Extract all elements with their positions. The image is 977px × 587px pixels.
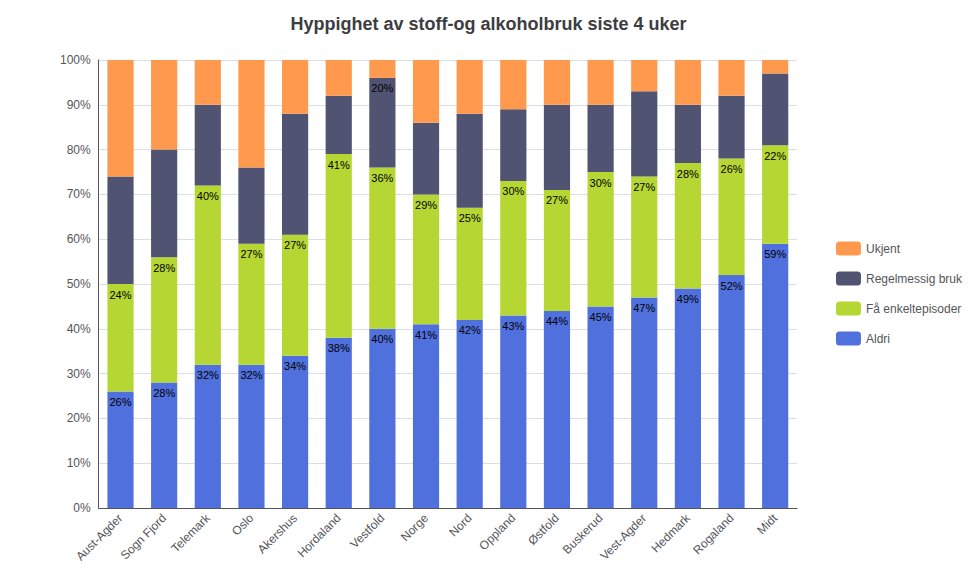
svg-text:49%: 49% [677, 293, 699, 305]
svg-text:Telemark: Telemark [168, 510, 213, 555]
svg-text:90%: 90% [67, 98, 91, 112]
svg-text:Oslo: Oslo [229, 511, 257, 539]
svg-text:25%: 25% [459, 212, 481, 224]
svg-text:44%: 44% [546, 315, 568, 327]
svg-text:27%: 27% [284, 239, 306, 251]
svg-text:26%: 26% [109, 396, 131, 408]
svg-text:Rogaland: Rogaland [690, 511, 736, 557]
svg-text:41%: 41% [328, 159, 350, 171]
svg-text:43%: 43% [502, 320, 524, 332]
svg-text:36%: 36% [371, 172, 393, 184]
svg-text:28%: 28% [677, 168, 699, 180]
svg-text:47%: 47% [633, 302, 655, 314]
svg-text:50%: 50% [67, 277, 91, 291]
svg-text:52%: 52% [721, 280, 743, 292]
svg-text:Vestfold: Vestfold [347, 511, 387, 551]
svg-text:27%: 27% [633, 181, 655, 193]
svg-text:29%: 29% [415, 199, 437, 211]
svg-text:40%: 40% [371, 333, 393, 345]
svg-text:30%: 30% [67, 367, 91, 381]
svg-text:Østfold: Østfold [525, 511, 562, 548]
svg-text:26%: 26% [721, 163, 743, 175]
svg-text:Regelmessig bruk: Regelmessig bruk [866, 272, 963, 286]
svg-text:22%: 22% [764, 150, 786, 162]
svg-text:Hordaland: Hordaland [295, 511, 344, 560]
svg-text:59%: 59% [764, 248, 786, 260]
svg-text:40%: 40% [67, 322, 91, 336]
svg-text:Oppland: Oppland [476, 511, 518, 553]
svg-text:Nord: Nord [446, 511, 474, 539]
svg-text:38%: 38% [328, 342, 350, 354]
svg-text:20%: 20% [371, 82, 393, 94]
svg-text:41%: 41% [415, 329, 437, 341]
svg-text:60%: 60% [67, 232, 91, 246]
svg-text:Hyppighet av stoff-og alkoholb: Hyppighet av stoff-og alkoholbruk siste … [290, 14, 686, 34]
svg-text:40%: 40% [197, 190, 219, 202]
svg-text:45%: 45% [590, 311, 612, 323]
svg-text:Hedmark: Hedmark [649, 510, 694, 555]
svg-text:Midt: Midt [754, 511, 780, 537]
svg-text:27%: 27% [240, 248, 262, 260]
svg-text:30%: 30% [590, 177, 612, 189]
svg-text:32%: 32% [240, 369, 262, 381]
svg-text:Ukjent: Ukjent [866, 242, 901, 256]
svg-text:24%: 24% [109, 289, 131, 301]
svg-text:Norge: Norge [398, 511, 431, 544]
svg-text:Vest-Agder: Vest-Agder [597, 511, 649, 563]
svg-text:Aldri: Aldri [866, 332, 890, 346]
svg-text:42%: 42% [459, 324, 481, 336]
svg-text:Aust-Agder: Aust-Agder [73, 511, 125, 563]
svg-text:Akershus: Akershus [255, 511, 300, 556]
svg-text:80%: 80% [67, 143, 91, 157]
svg-text:10%: 10% [67, 456, 91, 470]
svg-text:32%: 32% [197, 369, 219, 381]
svg-text:28%: 28% [153, 262, 175, 274]
svg-text:100%: 100% [60, 53, 91, 67]
svg-text:Sogn Fjord: Sogn Fjord [118, 511, 169, 562]
svg-text:27%: 27% [546, 194, 568, 206]
svg-text:28%: 28% [153, 387, 175, 399]
svg-text:0%: 0% [73, 501, 91, 515]
svg-text:34%: 34% [284, 360, 306, 372]
svg-text:Få enkeltepisoder: Få enkeltepisoder [866, 302, 961, 316]
svg-text:70%: 70% [67, 187, 91, 201]
svg-text:20%: 20% [67, 411, 91, 425]
svg-text:30%: 30% [502, 185, 524, 197]
svg-text:Buskerud: Buskerud [560, 511, 606, 557]
